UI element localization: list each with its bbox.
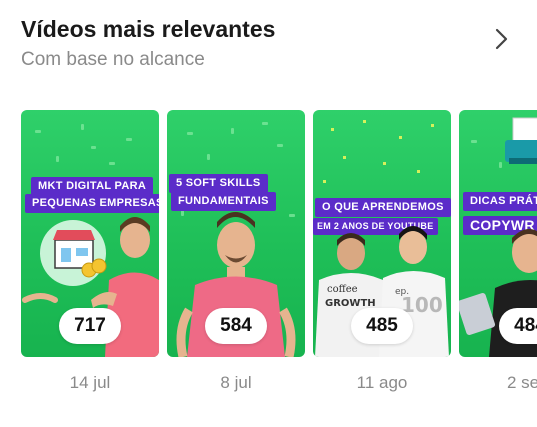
video-banner-line1: MKT DIGITAL PARA	[31, 177, 154, 196]
confetti-decoration	[323, 120, 434, 183]
typewriter-illustration	[505, 117, 537, 164]
video-date: 8 jul	[220, 373, 252, 392]
video-carousel[interactable]: MKT DIGITAL PARA PEQUENAS EMPRESAS 717	[21, 110, 537, 360]
video-banner-line2: FUNDAMENTAIS	[171, 192, 276, 211]
video-card[interactable]: O QUE APRENDEMOS EM 2 ANOS DE YOUTUBE co…	[313, 110, 451, 357]
video-card[interactable]: MKT DIGITAL PARA PEQUENAS EMPRESAS 717	[21, 110, 159, 357]
confetti-decoration	[181, 122, 295, 217]
reach-count-pill: 484	[499, 308, 537, 344]
video-date: 11 ago	[356, 373, 408, 392]
reach-count-pill: 717	[59, 308, 121, 344]
video-card[interactable]: DICAS PRÁT COPYWR 484	[459, 110, 537, 357]
storefront-illustration	[40, 220, 107, 286]
shirt-text-2: GROWTH	[325, 298, 376, 309]
video-card[interactable]: 5 SOFT SKILLS FUNDAMENTAIS 584	[167, 110, 305, 357]
presenter-illustration	[22, 217, 159, 357]
shirt-text-3: ep.	[395, 287, 409, 297]
video-banner-line2: PEQUENAS EMPRESAS	[25, 194, 159, 213]
video-banner-line1: 5 SOFT SKILLS	[169, 174, 268, 193]
video-banner-line1: O QUE APRENDEMOS	[315, 198, 451, 217]
video-banner-line1: DICAS PRÁT	[463, 192, 537, 211]
reach-count-pill: 584	[205, 308, 267, 344]
section-subtitle: Com base no alcance	[21, 49, 205, 70]
video-date: 14 jul	[69, 373, 111, 392]
shirt-text-1: coffee	[327, 284, 358, 295]
video-date: 2 se	[507, 373, 537, 392]
video-banner-line2: COPYWR	[463, 216, 537, 235]
chevron-right-icon[interactable]	[488, 26, 514, 52]
section-title: Vídeos mais relevantes	[21, 16, 276, 42]
reach-count-pill: 485	[351, 308, 413, 344]
section-header: Vídeos mais relevantes Com base no alcan…	[21, 14, 537, 73]
